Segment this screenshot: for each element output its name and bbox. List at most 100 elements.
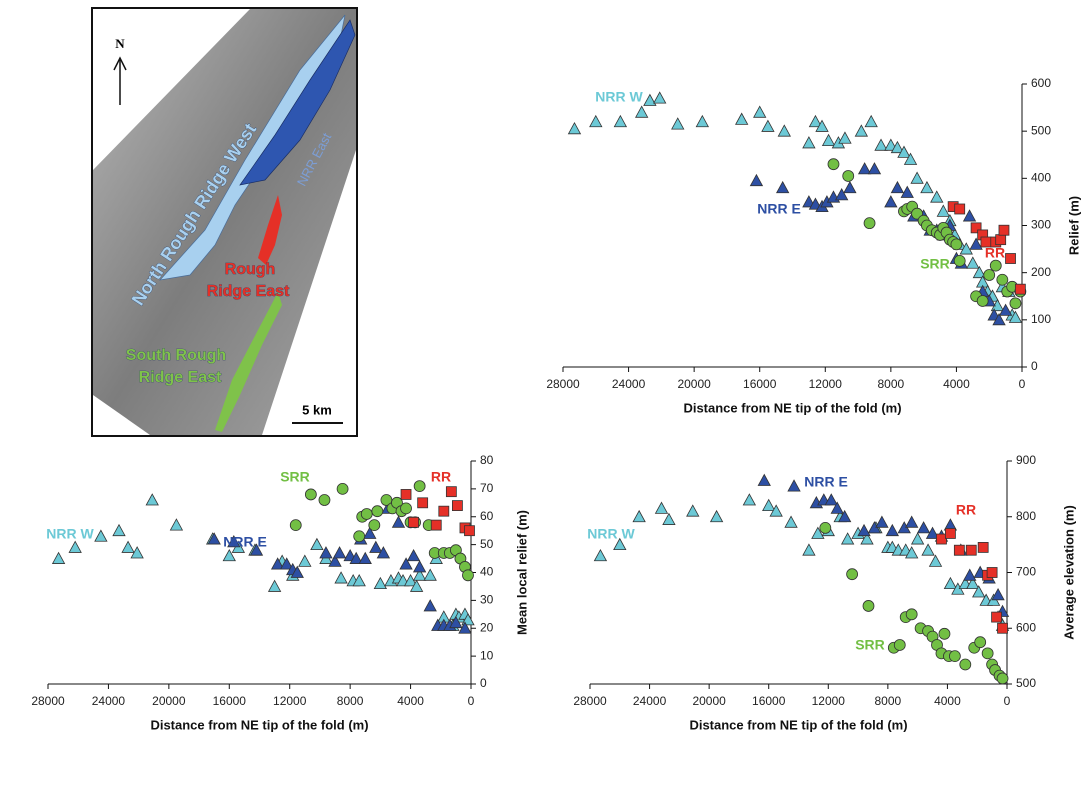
triangle-point (696, 116, 708, 127)
page: N North Rough Ridge West NRR East Rough … (0, 0, 1088, 801)
region-label: Ridge East (207, 283, 290, 300)
y-tick-label: 0 (480, 676, 487, 690)
y-tick-label: 60 (480, 509, 494, 523)
triangle-point (408, 550, 420, 561)
series-label: NRR W (595, 89, 643, 105)
x-tick-label: 12000 (812, 694, 846, 708)
triangle-point (865, 116, 877, 127)
triangle-point (594, 550, 606, 561)
square-point (998, 623, 1008, 633)
series-label: SRR (920, 256, 950, 272)
circle-point (906, 609, 917, 620)
square-point (464, 526, 474, 536)
triangle-point (964, 210, 976, 221)
triangle-point (912, 533, 924, 544)
triangle-point (736, 113, 748, 124)
triangle-point (964, 569, 976, 580)
triangle-point (922, 544, 934, 555)
circle-point (372, 506, 383, 517)
circle-point (1010, 298, 1021, 309)
triangle-point (644, 95, 656, 106)
square-point (945, 528, 955, 538)
y-axis-label: Average elevation (m) (1061, 505, 1076, 640)
series-label: NRR W (587, 526, 635, 542)
circle-point (414, 481, 425, 492)
triangle-point (170, 519, 182, 530)
figure: N North Rough Ridge West NRR East Rough … (0, 0, 1088, 801)
square-point (409, 517, 419, 527)
triangle-point (636, 106, 648, 117)
triangle-point (891, 182, 903, 193)
circle-point (975, 637, 986, 648)
triangle-point (95, 530, 107, 541)
square-point (439, 506, 449, 516)
y-tick-label: 20 (480, 620, 494, 634)
x-axis-label: Distance from NE tip of the fold (m) (689, 717, 907, 732)
triangle-point (424, 600, 436, 611)
x-tick-label: 0 (1004, 694, 1011, 708)
circle-point (990, 260, 1001, 271)
square-point (401, 489, 411, 499)
triangle-point (590, 116, 602, 127)
triangle-point (424, 569, 436, 580)
triangle-point (370, 541, 382, 552)
x-axis-label: Distance from NE tip of the fold (m) (150, 717, 368, 732)
square-point (954, 545, 964, 555)
triangle-point (359, 553, 371, 564)
circle-point (369, 520, 380, 531)
triangle-point (859, 163, 871, 174)
y-tick-label: 700 (1016, 565, 1036, 579)
y-tick-label: 0 (1031, 359, 1038, 373)
triangle-point (763, 500, 775, 511)
x-tick-label: 28000 (573, 694, 607, 708)
square-point (978, 542, 988, 552)
square-point (955, 204, 965, 214)
series-label: SRR (280, 469, 310, 485)
x-tick-label: 8000 (875, 694, 902, 708)
square-point (1006, 254, 1016, 264)
circle-point (984, 270, 995, 281)
series-label: RR (956, 502, 976, 518)
square-point (452, 501, 462, 511)
x-tick-label: 8000 (878, 377, 905, 391)
x-tick-label: 16000 (743, 377, 777, 391)
circle-point (361, 508, 372, 519)
x-tick-label: 4000 (397, 694, 424, 708)
square-point (418, 498, 428, 508)
region-label: Rough (225, 261, 276, 278)
triangle-point (803, 137, 815, 148)
triangle-point (750, 175, 762, 186)
triangle-point (918, 522, 930, 533)
circle-point (982, 648, 993, 659)
triangle-point (414, 561, 426, 572)
circle-point (462, 570, 473, 581)
triangle-point (785, 516, 797, 527)
triangle-point (868, 163, 880, 174)
x-tick-label: 4000 (934, 694, 961, 708)
circle-point (354, 531, 365, 542)
y-tick-label: 500 (1031, 123, 1051, 137)
triangle-point (663, 514, 675, 525)
triangle-point (568, 123, 580, 134)
triangle-point (937, 205, 949, 216)
x-tick-label: 24000 (612, 377, 646, 391)
triangle-point (823, 135, 835, 146)
circle-point (290, 520, 301, 531)
series-label: NRR W (46, 526, 94, 542)
triangle-point (311, 539, 323, 550)
x-tick-label: 16000 (213, 694, 247, 708)
circle-point (894, 639, 905, 650)
x-tick-label: 12000 (809, 377, 843, 391)
circle-point (319, 495, 330, 506)
triangle-point (885, 196, 897, 207)
x-tick-label: 20000 (692, 694, 726, 708)
triangle-point (839, 132, 851, 143)
triangle-point (803, 544, 815, 555)
x-tick-label: 12000 (273, 694, 307, 708)
circle-point (949, 651, 960, 662)
circle-point (997, 673, 1008, 684)
north-label: N (115, 36, 125, 51)
triangle-point (655, 502, 667, 513)
x-tick-label: 28000 (31, 694, 65, 708)
series-label: RR (985, 245, 1005, 261)
